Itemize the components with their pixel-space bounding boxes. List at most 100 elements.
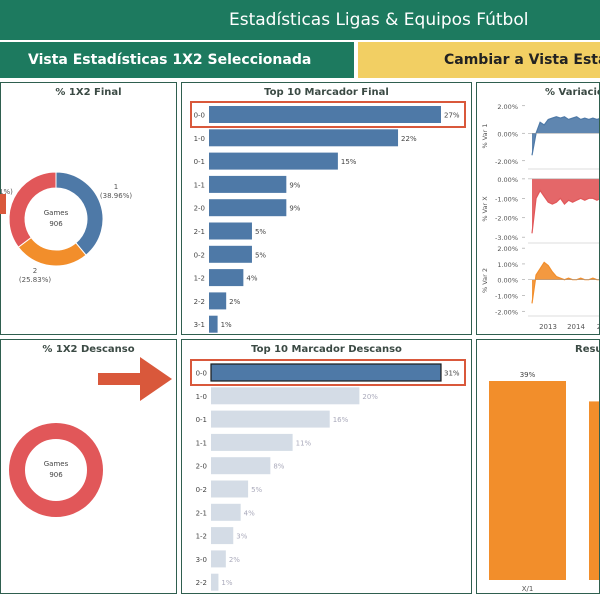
- bar-value-label: 22%: [401, 135, 417, 143]
- bar-0-1: [211, 410, 330, 428]
- dashboard-header: Estadísticas Ligas & Equipos Fútbol: [0, 0, 600, 40]
- panel-top10-final: Top 10 Marcador Final 0-0 27% 1-0 22% 0-1 15%…: [181, 82, 472, 335]
- bar-value-label: 5%: [255, 228, 266, 236]
- bar-value-label: 31%: [444, 370, 460, 378]
- bar-2-1: [211, 503, 241, 521]
- y-tick-label: 2.00%: [497, 245, 518, 253]
- donut-center-label: Games: [44, 209, 69, 217]
- panel-top10-descanso: Top 10 Marcador Descanso 0-0 31% 1-0 20% 0-1…: [181, 339, 472, 594]
- x-tick-label: 2013: [539, 323, 557, 331]
- donut-slice-X: [8, 171, 57, 248]
- y-axis-label: % Var X: [481, 196, 489, 222]
- result-value-label: 39%: [520, 371, 536, 379]
- bar-value-label: 1%: [221, 579, 232, 587]
- bar-category-label: 0-1: [194, 158, 205, 166]
- bar-2-0: [209, 199, 287, 217]
- donut-chart-descanso[interactable]: Games 906: [1, 340, 177, 594]
- bar-value-label: 2%: [229, 556, 240, 564]
- bar-0-2: [209, 245, 252, 263]
- bar-category-label: 0-2: [196, 486, 207, 494]
- panel-1x2-final: % 1X2 Final Games 906 1(38.96%) 2(25.83%) 1%…: [0, 82, 177, 335]
- bar-value-label: 2%: [229, 298, 240, 306]
- bar-2-0: [211, 457, 271, 475]
- result-bar-0: [489, 381, 566, 580]
- y-tick-label: -2.00%: [495, 215, 518, 223]
- y-tick-label: 0.00%: [497, 277, 518, 285]
- line-series-1: [531, 189, 599, 234]
- bar-category-label: 2-1: [196, 509, 207, 517]
- area-chart-variacion[interactable]: 2.00% 0.00% -2.00% % Var 1 0.00% -1.00% -2.00%…: [477, 83, 600, 335]
- bar-1-0: [211, 387, 360, 405]
- line-series-2: [531, 261, 599, 304]
- highlight-box: [190, 359, 466, 386]
- bar-category-label: 1-1: [196, 439, 207, 447]
- bar-value-label: 11%: [296, 439, 312, 447]
- panel-title: % 1X2 Final: [55, 87, 122, 98]
- x-tick-label: 2: [597, 323, 600, 331]
- panel-resultado: Resultado 39% X/1: [476, 339, 600, 594]
- bar-category-label: 2-1: [194, 228, 205, 236]
- bar-value-label: 5%: [251, 486, 262, 494]
- bar-category-label: 2-2: [196, 579, 207, 587]
- bar-3-1: [209, 315, 218, 333]
- bar-value-label: 4%: [246, 275, 257, 283]
- y-axis-label: % Var 2: [481, 268, 489, 293]
- line-series-0: [531, 116, 599, 156]
- bar-1-1: [211, 433, 293, 451]
- y-tick-label: -1.00%: [495, 292, 518, 300]
- switch-view-button[interactable]: Cambiar a Vista Estadísticas 1X2: [358, 42, 600, 78]
- y-tick-label: 0.00%: [497, 176, 518, 184]
- result-category-label: X/1: [522, 585, 534, 593]
- y-tick-label: 0.00%: [497, 130, 518, 138]
- bar-2-1: [209, 222, 252, 240]
- bar-category-label: 0-0: [194, 112, 205, 120]
- bar-value-label: 1%: [221, 321, 232, 329]
- bar-value-label: 3%: [236, 533, 247, 541]
- bar-category-label: 3-0: [196, 556, 207, 564]
- bar-value-label: 9%: [289, 181, 300, 189]
- bar-value-label: 27%: [444, 112, 460, 120]
- selected-view-button[interactable]: Vista Estadísticas 1X2 Seleccionada: [0, 42, 354, 78]
- bar-category-label: 1-2: [194, 275, 205, 283]
- bar-1-1: [209, 175, 287, 193]
- y-tick-label: -2.00%: [495, 308, 518, 316]
- highlight-box: [190, 101, 466, 128]
- bar-2-2: [209, 292, 227, 310]
- y-tick-label: -1.00%: [495, 195, 518, 203]
- bar-2-2: [211, 573, 219, 591]
- bar-category-label: 0-0: [196, 370, 207, 378]
- bar-0-1: [209, 152, 338, 170]
- donut-center-value: 906: [49, 220, 63, 228]
- dashboard-title: Estadísticas Ligas & Equipos Fútbol: [229, 10, 529, 30]
- bar-chart-resultado[interactable]: 39% X/1: [477, 340, 600, 594]
- donut-center-value: 906: [49, 471, 63, 479]
- bar-1-2: [211, 527, 234, 545]
- panel-variacion: % Variación 1X2 2.00% 0.00% -2.00% % Var 1 0…: [476, 82, 600, 335]
- bar-1-0: [209, 129, 399, 147]
- area-series-1: [532, 178, 599, 234]
- bar-value-label: 4%: [244, 509, 255, 517]
- area-series-2: [532, 262, 599, 304]
- y-tick-label: 2.00%: [497, 103, 518, 111]
- bar-chart-top10-final[interactable]: 0-0 27% 1-0 22% 0-1 15% 1-1 9% 2-0 9% 2-1 5% 0-2 5% 1-…: [182, 83, 472, 335]
- panel-title: Resultado: [575, 344, 600, 355]
- donut-center-label: Games: [44, 460, 69, 468]
- donut-pct-2: (25.83%): [19, 276, 51, 284]
- x-tick-label: 2014: [567, 323, 585, 331]
- bar-category-label: 0-2: [194, 251, 205, 259]
- bar-value-label: 15%: [341, 158, 357, 166]
- bar-category-label: 2-0: [196, 463, 207, 471]
- bar-category-label: 2-2: [194, 298, 205, 306]
- donut-label-2: 2: [33, 267, 37, 275]
- bar-category-label: 2-0: [194, 205, 205, 213]
- panel-title: % Variación 1X2: [545, 87, 599, 98]
- donut-chart-final[interactable]: Games 906 1(38.96%) 2(25.83%) 1%): [1, 83, 177, 335]
- bar-value-label: 20%: [362, 393, 378, 401]
- y-tick-label: 1.00%: [497, 261, 518, 269]
- bar-value-label: 16%: [333, 416, 349, 424]
- donut-label-1: 1: [114, 183, 118, 191]
- bar-0-0: [209, 106, 441, 123]
- panel-title: % 1X2 Descanso: [42, 344, 135, 355]
- bar-chart-top10-descanso[interactable]: 0-0 31% 1-0 20% 0-1 16% 1-1 11% 2-0 8% 0-2 5% 2-1 4% 1…: [182, 340, 472, 594]
- bar-3-0: [211, 550, 226, 568]
